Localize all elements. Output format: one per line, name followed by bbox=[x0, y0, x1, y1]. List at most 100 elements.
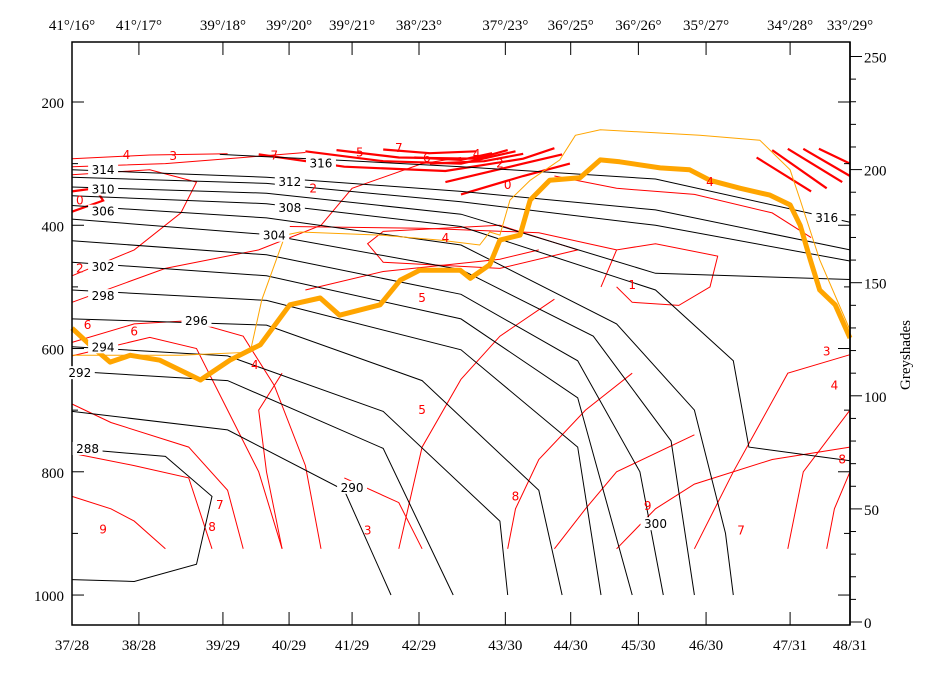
isentrope-label: 308 bbox=[278, 201, 301, 215]
red-contour-line bbox=[383, 148, 477, 155]
red-contour-line bbox=[71, 452, 213, 549]
isentrope-label: 316 bbox=[815, 211, 838, 225]
red-contour-label: 5 bbox=[418, 291, 426, 305]
red-contour-label: 4 bbox=[123, 148, 131, 162]
red-contour-label: 4 bbox=[251, 358, 259, 372]
isentrope-label-bg bbox=[64, 366, 95, 380]
red-contour-label: 8 bbox=[838, 452, 846, 466]
red-contour-label: 7 bbox=[737, 523, 745, 537]
isentrope-label-bg bbox=[88, 162, 119, 176]
red-contour-label: 6 bbox=[130, 324, 138, 338]
right-tick-label: 200 bbox=[864, 164, 887, 180]
right-tick-label: 50 bbox=[864, 503, 879, 519]
right-tick-label: 150 bbox=[864, 277, 887, 293]
bottom-tick-label: 40/29 bbox=[272, 638, 306, 654]
red-contour-label: 4 bbox=[442, 231, 450, 245]
red-contour-line bbox=[71, 169, 198, 277]
top-tick-label: 39°/20° bbox=[266, 18, 312, 34]
red-contour-label: 6 bbox=[423, 151, 431, 165]
bottom-tick-label: 47/31 bbox=[773, 638, 807, 654]
isentropes bbox=[71, 153, 851, 596]
red-contour-line bbox=[600, 243, 719, 306]
red-contour-label: 7 bbox=[395, 141, 403, 155]
red-contours bbox=[71, 147, 851, 550]
isentrope-label-bg bbox=[274, 175, 305, 189]
top-tick-label: 33°/29° bbox=[827, 18, 873, 34]
red-contour-label: 5 bbox=[356, 146, 364, 160]
plot-frame bbox=[71, 41, 851, 626]
red-contour-label: 3 bbox=[364, 523, 372, 537]
isentrope-line bbox=[71, 261, 633, 596]
isentrope-line bbox=[71, 205, 734, 596]
red-contour-line bbox=[771, 149, 828, 190]
isentrope-label: 292 bbox=[68, 366, 91, 380]
left-tick-label: 1000 bbox=[34, 589, 64, 605]
top-tick-label: 38°/23° bbox=[396, 18, 442, 34]
red-contour-line bbox=[693, 354, 851, 550]
isentrope-label: 304 bbox=[263, 229, 286, 243]
isentrope-label: 302 bbox=[92, 260, 115, 274]
isentrope-line bbox=[71, 410, 392, 596]
isentrope-label-bg bbox=[305, 156, 336, 170]
bottom-tick-label: 41/29 bbox=[335, 638, 369, 654]
bottom-tick-label: 39/29 bbox=[206, 638, 240, 654]
red-contour-line bbox=[258, 372, 283, 549]
isentrope-label-bg bbox=[88, 340, 119, 354]
top-tick-label: 39°/21° bbox=[329, 18, 375, 34]
bottom-tick-label: 45/30 bbox=[621, 638, 655, 654]
isentrope-label-bg bbox=[259, 228, 290, 242]
red-contour-line bbox=[802, 147, 851, 177]
red-contour-line bbox=[554, 175, 812, 239]
isentrope-line bbox=[71, 218, 695, 596]
isentrope-line bbox=[71, 370, 454, 596]
left-tick-label: 200 bbox=[42, 96, 65, 112]
isentrope-label: 314 bbox=[92, 163, 115, 177]
red-contour-line bbox=[826, 471, 851, 549]
bottom-tick-label: 43/30 bbox=[488, 638, 522, 654]
bottom-tick-label: 37/28 bbox=[55, 638, 89, 654]
bottom-tick-label: 46/30 bbox=[689, 638, 723, 654]
red-contour-label: 4 bbox=[473, 147, 481, 161]
red-contour-label: 8 bbox=[512, 489, 520, 503]
isentrope-line bbox=[71, 289, 602, 596]
top-tick-label: 35°/27° bbox=[683, 18, 729, 34]
red-contour-label: 7 bbox=[270, 149, 278, 163]
top-tick-label: 37°/23° bbox=[482, 18, 528, 34]
red-contour-label: 5 bbox=[418, 403, 426, 417]
top-tick-label: 36°/25° bbox=[548, 18, 594, 34]
isentrope-label-bg bbox=[88, 204, 119, 218]
red-contour-line bbox=[787, 409, 851, 549]
isentrope-label: 288 bbox=[76, 442, 99, 456]
red-contour-line bbox=[429, 152, 524, 165]
red-contour-label: 2 bbox=[76, 261, 84, 275]
axes: 37/28 38/28 39/29 40/29 41/29 42/29 43/30 44/30… bbox=[34, 18, 887, 654]
isentrope-line bbox=[71, 195, 851, 462]
isentrope-label: 306 bbox=[92, 205, 115, 219]
red-contour-line bbox=[554, 434, 695, 550]
red-contour-label: 4 bbox=[706, 175, 714, 189]
red-contour-label: 9 bbox=[99, 523, 107, 537]
isentrope-line bbox=[71, 240, 664, 596]
greyshade-profile-thick bbox=[70, 157, 853, 383]
top-tick-label: 36°/26° bbox=[615, 18, 661, 34]
red-contour-line bbox=[71, 320, 322, 549]
isentrope-label-bg bbox=[88, 289, 119, 303]
bottom-tick-label: 48/31 bbox=[833, 638, 867, 654]
top-tick-label: 41°/16° bbox=[49, 18, 95, 34]
red-contour-line bbox=[756, 156, 812, 193]
red-contour-line bbox=[366, 224, 580, 269]
red-contour-line bbox=[507, 372, 633, 549]
isentrope-label-bg bbox=[72, 441, 103, 455]
isentrope-label: 312 bbox=[278, 175, 301, 189]
red-contour-label: 0 bbox=[504, 178, 512, 192]
isentrope-line bbox=[219, 153, 851, 223]
isentrope-label: 298 bbox=[92, 289, 115, 303]
bottom-tick-label: 44/30 bbox=[554, 638, 588, 654]
isentrope-line bbox=[71, 176, 851, 262]
isentrope-label: 310 bbox=[92, 183, 115, 197]
red-contour-line bbox=[445, 153, 563, 184]
red-contour-label: 7 bbox=[216, 498, 224, 512]
isentrope-label: 296 bbox=[185, 314, 208, 328]
